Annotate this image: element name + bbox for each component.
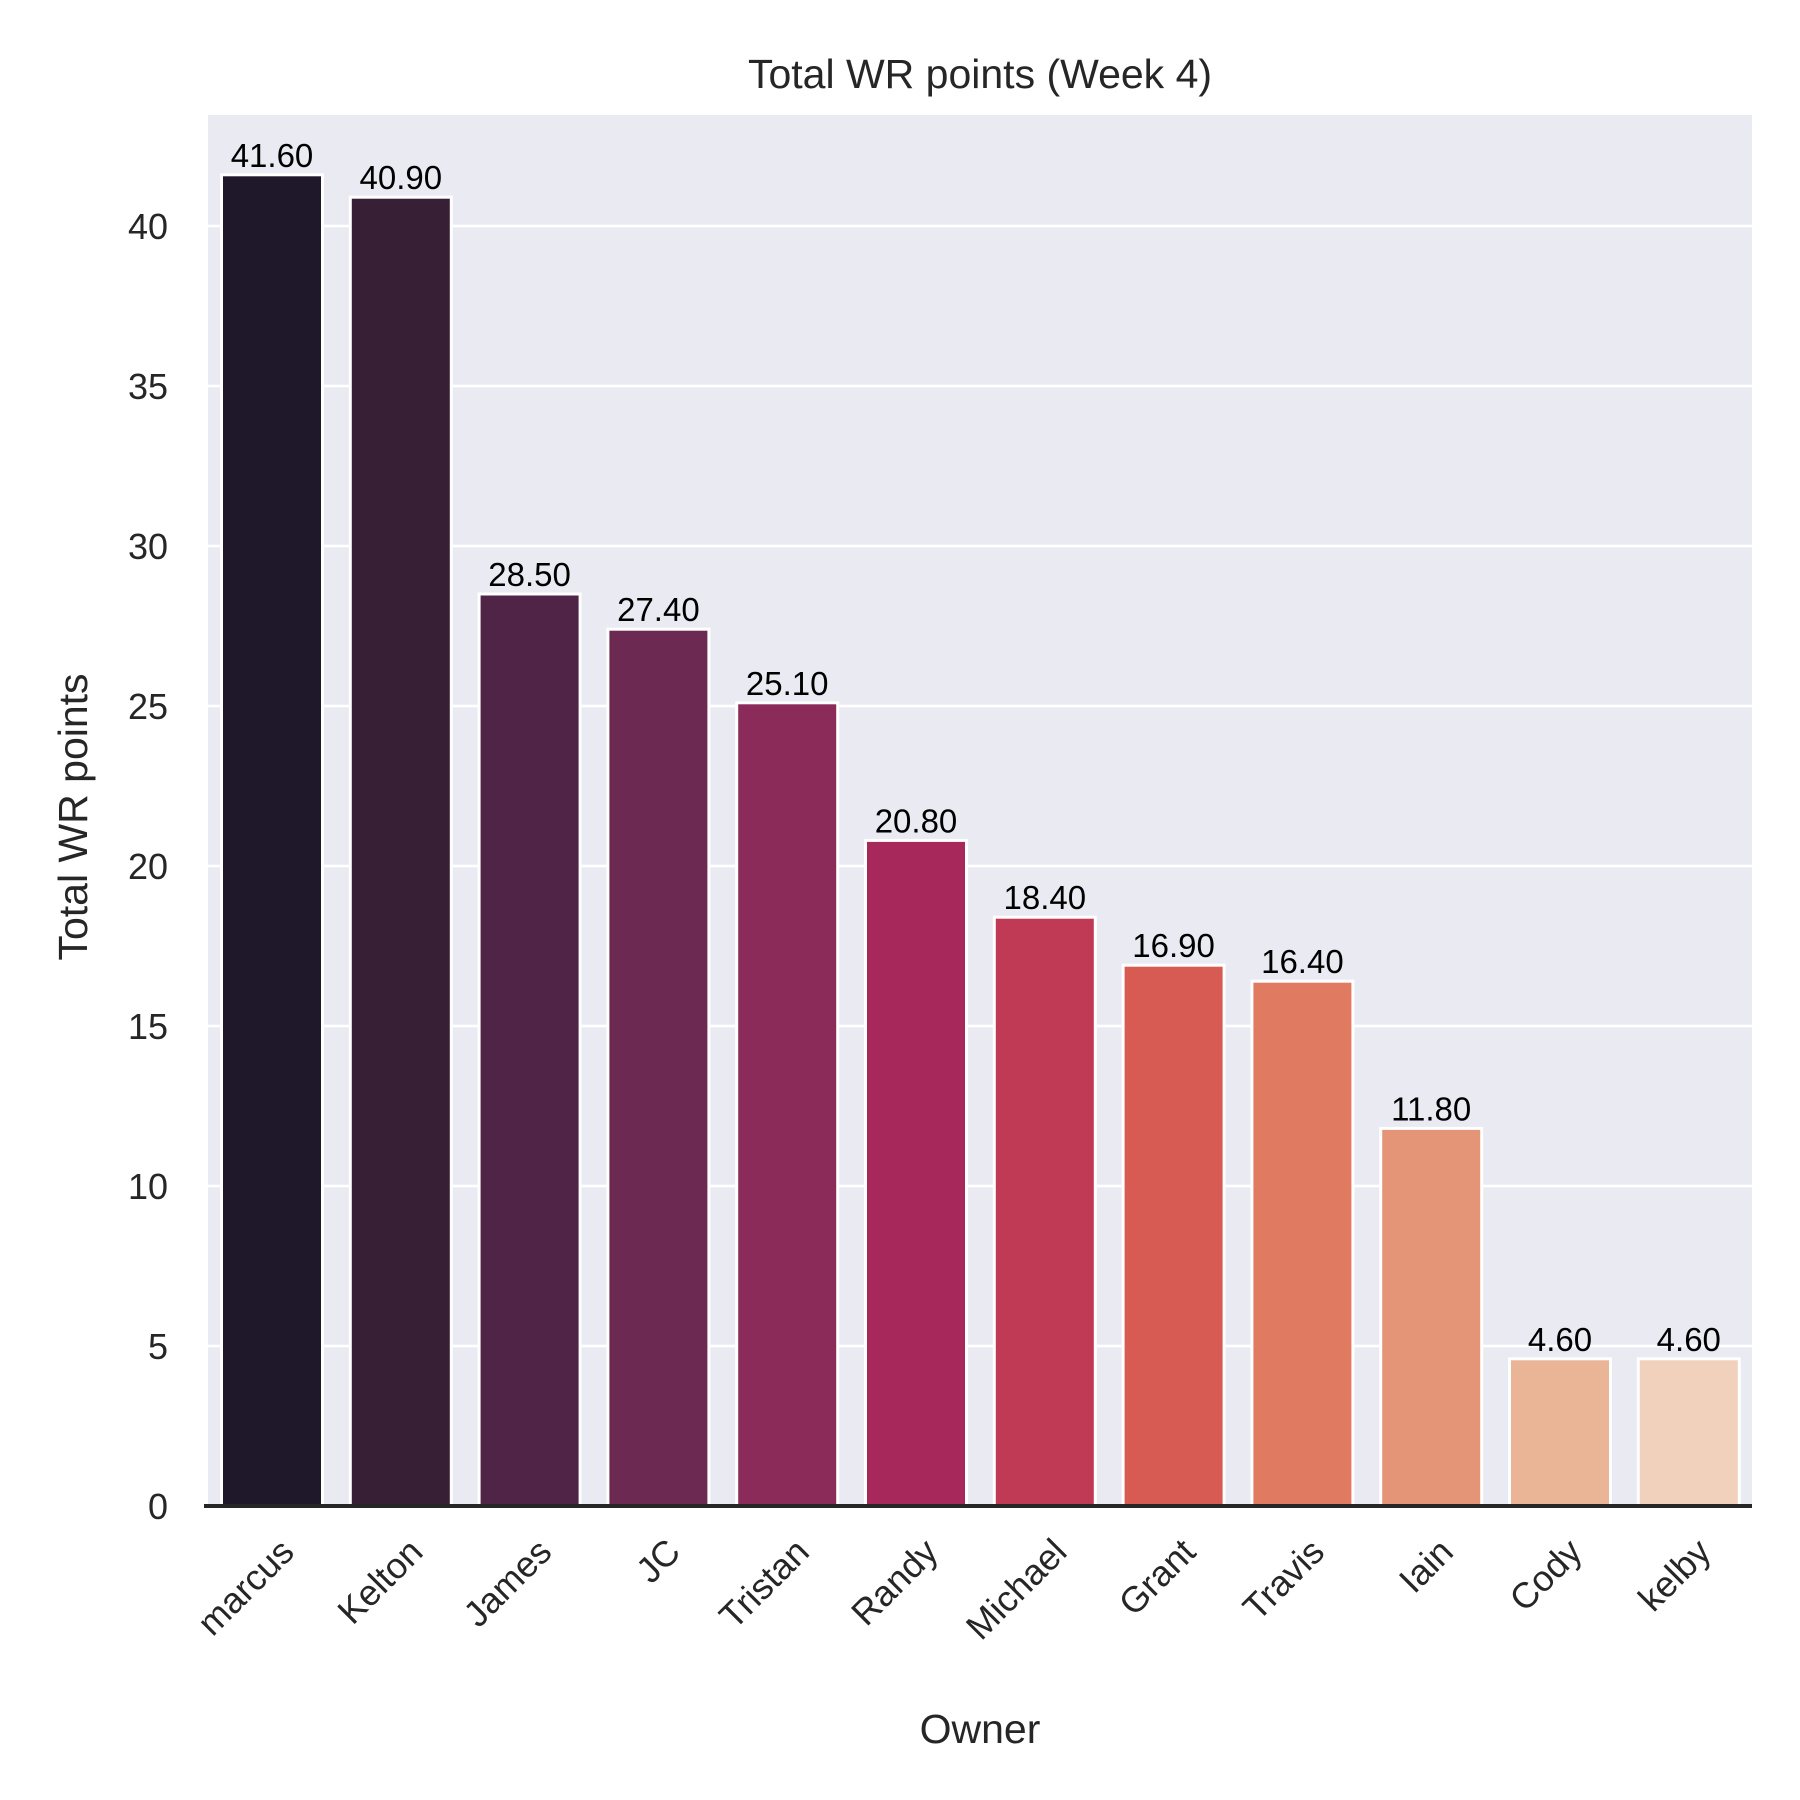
- x-tick-label-tristan: Tristan: [711, 1531, 817, 1637]
- plot-area: [208, 115, 1752, 1506]
- x-tick-label-randy: Randy: [843, 1531, 946, 1634]
- y-tick-label: 10: [128, 1166, 168, 1207]
- bars: [220, 173, 1741, 1508]
- x-tick-label-grant: Grant: [1111, 1531, 1204, 1624]
- y-tick-label: 35: [128, 366, 168, 407]
- y-tick-label: 0: [148, 1486, 168, 1527]
- y-tick-label: 40: [128, 206, 168, 247]
- bar-grant: [1121, 963, 1226, 1508]
- x-tick-label-cody: Cody: [1501, 1531, 1589, 1619]
- bar-kelby: [1636, 1357, 1741, 1508]
- y-tick-label: 15: [128, 1006, 168, 1047]
- x-tick-label-michael: Michael: [958, 1531, 1075, 1648]
- bar-iain: [1379, 1126, 1484, 1508]
- bar-value-label: 16.40: [1261, 943, 1344, 980]
- y-tick-label: 25: [128, 686, 168, 727]
- bar-value-label: 28.50: [488, 556, 571, 593]
- y-tick-labels: 0 5 10 15 20 25 30 35 40: [128, 206, 168, 1527]
- bar-value-label: 25.10: [746, 665, 829, 702]
- bar-tristan: [735, 701, 840, 1508]
- bar-value-label: 40.90: [360, 159, 443, 196]
- bar-value-label: 4.60: [1657, 1321, 1721, 1358]
- bar-value-label: 16.90: [1132, 927, 1215, 964]
- y-tick-label: 30: [128, 526, 168, 567]
- bar-value-labels: 41.60 40.90 28.50 27.40 25.10 20.80 18.40 16.90…: [231, 137, 1721, 1358]
- bar-randy: [864, 838, 968, 1508]
- bar-james: [477, 592, 582, 1508]
- bar-value-label: 4.60: [1528, 1321, 1592, 1358]
- bar-marcus: [220, 173, 324, 1508]
- bar-michael: [992, 915, 1097, 1508]
- x-tick-label-jc: JC: [628, 1531, 688, 1591]
- x-tick-label-kelton: Kelton: [329, 1531, 430, 1632]
- x-tick-label-james: James: [455, 1531, 559, 1635]
- bar-value-label: 11.80: [1391, 1090, 1471, 1127]
- bar-value-label: 27.40: [617, 591, 700, 628]
- x-tick-label-travis: Travis: [1235, 1531, 1332, 1628]
- y-tick-label: 5: [148, 1326, 168, 1367]
- bar-kelton: [348, 195, 453, 1508]
- chart-title: Total WR points (Week 4): [748, 51, 1212, 97]
- x-tick-label-marcus: marcus: [189, 1531, 301, 1643]
- x-tick-label-kelby: kelby: [1630, 1531, 1718, 1619]
- y-gridlines: [208, 224, 1752, 1348]
- x-tick-label-iain: Iain: [1391, 1531, 1461, 1601]
- bar-value-label: 41.60: [231, 137, 314, 174]
- bar-cody: [1508, 1357, 1612, 1508]
- bar-value-label: 20.80: [875, 802, 958, 839]
- y-tick-label: 20: [128, 846, 168, 887]
- bar-jc: [606, 627, 711, 1508]
- bar-value-label: 18.40: [1004, 879, 1087, 916]
- bar-travis: [1250, 979, 1355, 1508]
- x-axis-label: Owner: [920, 1706, 1041, 1752]
- y-axis-label: Total WR points: [50, 673, 96, 960]
- x-tick-labels: marcus Kelton James JC Tristan Randy Michael Gr…: [189, 1531, 1718, 1648]
